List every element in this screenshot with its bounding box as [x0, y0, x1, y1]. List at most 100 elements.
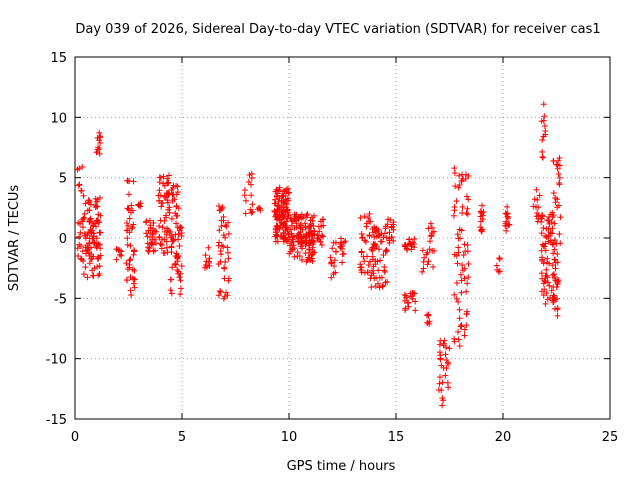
data-point	[374, 280, 381, 287]
data-point	[163, 180, 170, 187]
data-point	[463, 193, 470, 200]
data-point	[242, 210, 249, 217]
data-point	[549, 209, 556, 216]
data-point	[271, 207, 278, 214]
data-point	[80, 192, 87, 199]
data-point	[376, 274, 383, 281]
data-point	[362, 238, 369, 245]
data-point	[436, 349, 443, 356]
data-point	[303, 258, 310, 265]
data-point	[300, 233, 307, 240]
data-point	[553, 161, 560, 168]
data-point	[86, 240, 93, 247]
data-point	[542, 300, 549, 307]
data-point	[379, 283, 386, 290]
data-point	[536, 192, 543, 199]
data-point	[429, 247, 436, 254]
data-point	[276, 187, 283, 194]
data-point	[339, 259, 346, 266]
data-point	[161, 193, 168, 200]
data-point	[539, 148, 546, 155]
data-point	[456, 181, 463, 188]
data-point	[554, 312, 561, 319]
data-point	[444, 359, 451, 366]
data-point	[463, 288, 470, 295]
data-point	[464, 308, 471, 315]
data-point	[337, 243, 344, 250]
data-point	[464, 205, 471, 212]
data-point	[286, 250, 293, 257]
data-point	[478, 202, 485, 209]
data-point	[315, 223, 322, 230]
data-point	[319, 233, 326, 240]
data-point	[306, 255, 313, 262]
data-point	[159, 224, 166, 231]
data-point	[551, 246, 558, 253]
data-point	[424, 319, 431, 326]
data-point	[538, 118, 545, 125]
data-point	[409, 289, 416, 296]
data-points	[74, 101, 564, 409]
data-point	[168, 290, 175, 297]
data-point	[127, 287, 134, 294]
data-point	[318, 241, 325, 248]
data-point	[281, 220, 288, 227]
data-point	[453, 198, 460, 205]
data-point	[145, 248, 152, 255]
data-point	[403, 292, 410, 299]
data-point	[248, 209, 255, 216]
data-point	[332, 239, 339, 246]
data-point	[129, 224, 136, 231]
data-point	[401, 291, 408, 298]
data-point	[156, 233, 163, 240]
data-point	[95, 241, 102, 248]
data-point	[451, 203, 458, 210]
data-point	[556, 231, 563, 238]
data-point	[123, 260, 130, 267]
data-point	[95, 272, 102, 279]
data-point	[217, 288, 224, 295]
data-point	[548, 239, 555, 246]
data-point	[177, 285, 184, 292]
data-point	[151, 236, 158, 243]
data-point	[412, 298, 419, 305]
data-point	[538, 270, 545, 277]
data-point	[202, 252, 209, 259]
data-point	[283, 201, 290, 208]
data-point	[365, 214, 372, 221]
data-point	[546, 282, 553, 289]
data-point	[87, 215, 94, 222]
data-point	[177, 277, 184, 284]
data-point	[283, 238, 290, 245]
data-point	[331, 263, 338, 270]
y-tick-label-6: 15	[50, 51, 67, 66]
data-point	[478, 227, 485, 234]
data-point	[90, 239, 97, 246]
data-point	[533, 203, 540, 210]
data-point	[378, 230, 385, 237]
data-point	[86, 218, 93, 225]
data-point	[539, 136, 546, 143]
data-point	[293, 217, 300, 224]
chart-title: Day 039 of 2026, Sidereal Day-to-day VTE…	[75, 22, 600, 37]
data-point	[82, 244, 89, 251]
data-point	[455, 244, 462, 251]
plot-frame	[74, 56, 611, 420]
data-point	[224, 244, 231, 251]
data-point	[549, 272, 556, 279]
data-point	[503, 211, 510, 218]
data-point	[539, 154, 546, 161]
data-point	[75, 253, 82, 260]
data-point	[222, 289, 229, 296]
data-point	[540, 260, 547, 267]
data-point	[557, 240, 564, 247]
data-point	[96, 270, 103, 277]
data-point	[224, 249, 231, 256]
data-point	[280, 203, 287, 210]
data-point	[545, 225, 552, 232]
data-point	[377, 257, 384, 264]
data-point	[390, 237, 397, 244]
data-point	[289, 236, 296, 243]
data-point	[123, 219, 130, 226]
data-point	[420, 265, 427, 272]
